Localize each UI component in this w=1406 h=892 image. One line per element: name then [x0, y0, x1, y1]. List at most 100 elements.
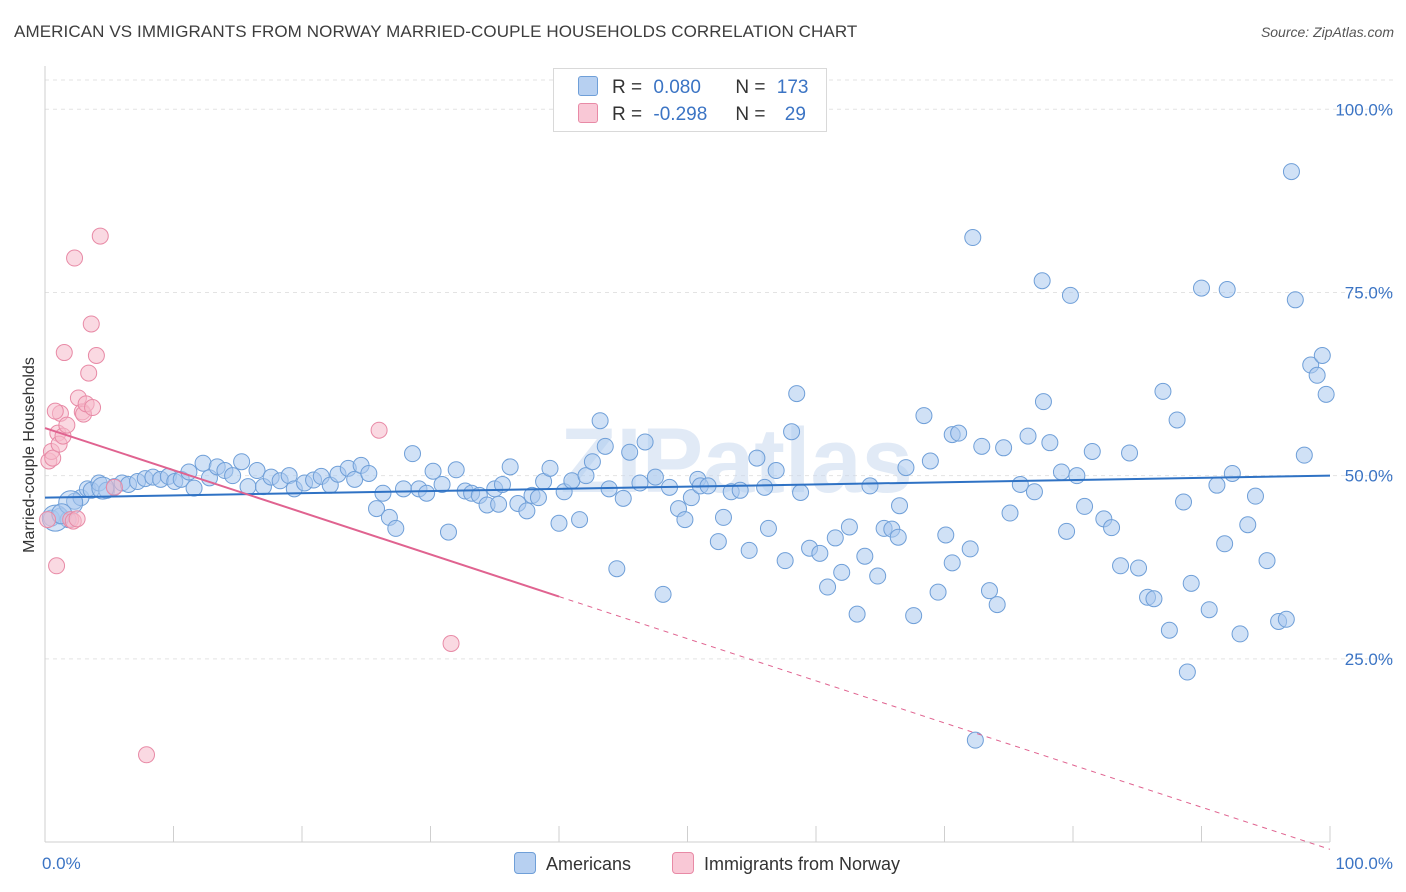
point-americans [646, 468, 664, 486]
point-americans [447, 461, 465, 479]
trend-americans [44, 474, 1331, 499]
point-norway [55, 344, 73, 362]
point-americans [1200, 601, 1218, 619]
point-americans [915, 407, 933, 425]
point-americans [1058, 522, 1076, 540]
point-americans [501, 458, 519, 476]
point-americans [518, 502, 536, 520]
point-americans [591, 412, 609, 430]
point-americans [1277, 610, 1295, 628]
point-americans [224, 467, 242, 485]
point-americans [1076, 497, 1094, 515]
point-americans [961, 540, 979, 558]
n-value-americans: 173 [776, 77, 809, 98]
point-americans [654, 585, 672, 603]
point-americans [767, 462, 785, 480]
point-americans [1295, 446, 1313, 464]
point-norway [46, 402, 64, 420]
legend-row-americans: R = 0.080 N = 173 [578, 76, 808, 100]
trend-norway-extended [558, 596, 1331, 850]
y-axis-label: Married-couple Households [21, 357, 38, 553]
point-americans [748, 449, 766, 467]
legend-americans[interactable]: Americans [514, 852, 631, 875]
point-americans [404, 445, 422, 463]
n-label: N = [735, 104, 766, 125]
point-americans [783, 423, 801, 441]
point-americans [1011, 475, 1029, 493]
point-americans [891, 497, 909, 515]
point-americans [614, 489, 632, 507]
point-americans [248, 462, 266, 480]
point-americans [608, 560, 626, 578]
point-americans [368, 500, 386, 518]
trend-norway [44, 427, 560, 598]
point-americans [1025, 483, 1043, 501]
point-americans [943, 554, 961, 572]
point-norway [370, 421, 388, 439]
legend-norway[interactable]: Immigrants from Norway [672, 852, 900, 875]
point-americans [676, 511, 694, 529]
point-americans [973, 437, 991, 455]
americans-swatch [578, 76, 598, 96]
point-americans [596, 437, 614, 455]
correlation-legend: R = 0.080 N = 173 R = -0.298 N = 29 [553, 68, 827, 132]
point-norway [39, 511, 57, 529]
series-americans [41, 163, 1335, 749]
y-tick-label: 100.0% [1335, 100, 1393, 119]
point-americans [433, 475, 451, 493]
y-tick-label: 75.0% [1345, 283, 1393, 302]
point-americans [439, 523, 457, 541]
point-norway [442, 634, 460, 652]
point-americans [1019, 427, 1037, 445]
point-americans [395, 480, 413, 498]
point-americans [1160, 621, 1178, 639]
point-americans [1154, 382, 1172, 400]
point-americans [929, 583, 947, 601]
americans-legend-swatch [514, 852, 536, 874]
point-americans [1145, 590, 1163, 608]
point-norway [44, 449, 62, 467]
point-americans [897, 459, 915, 477]
point-americans [1061, 286, 1079, 304]
point-americans [1223, 464, 1241, 482]
norway-legend-swatch [672, 852, 694, 874]
grid-lines [45, 79, 1393, 660]
point-norway [66, 249, 84, 267]
point-americans [819, 578, 837, 596]
point-americans [185, 479, 203, 497]
point-americans [577, 467, 595, 485]
point-americans [848, 605, 866, 623]
x-tick-label: 0.0% [42, 854, 81, 873]
point-americans [374, 484, 392, 502]
point-americans [1216, 535, 1234, 553]
point-norway [91, 227, 109, 245]
point-americans [988, 596, 1006, 614]
point-americans [571, 511, 589, 529]
point-americans [826, 529, 844, 547]
point-americans [360, 464, 378, 482]
point-americans [1258, 552, 1276, 570]
point-americans [861, 477, 879, 495]
point-americans [905, 607, 923, 625]
point-americans [1193, 279, 1210, 297]
point-norway [58, 416, 76, 434]
point-americans [1034, 393, 1052, 411]
point-norway [138, 746, 156, 764]
point-americans [1033, 272, 1051, 290]
point-americans [792, 484, 810, 502]
point-americans [811, 544, 829, 562]
n-label: N = [735, 77, 766, 98]
n-value-norway: 29 [784, 104, 806, 125]
point-americans [756, 478, 774, 496]
point-americans [980, 582, 998, 600]
point-americans [740, 541, 758, 559]
point-americans [1218, 281, 1236, 299]
y-tick-label: 25.0% [1345, 650, 1393, 669]
americans-legend-label: Americans [546, 854, 632, 874]
point-americans [1178, 663, 1196, 681]
point-americans [1103, 519, 1121, 537]
point-americans [840, 518, 858, 536]
point-americans [1317, 385, 1335, 403]
point-norway [84, 399, 102, 417]
legend-row-norway: R = -0.298 N = 29 [578, 103, 806, 127]
